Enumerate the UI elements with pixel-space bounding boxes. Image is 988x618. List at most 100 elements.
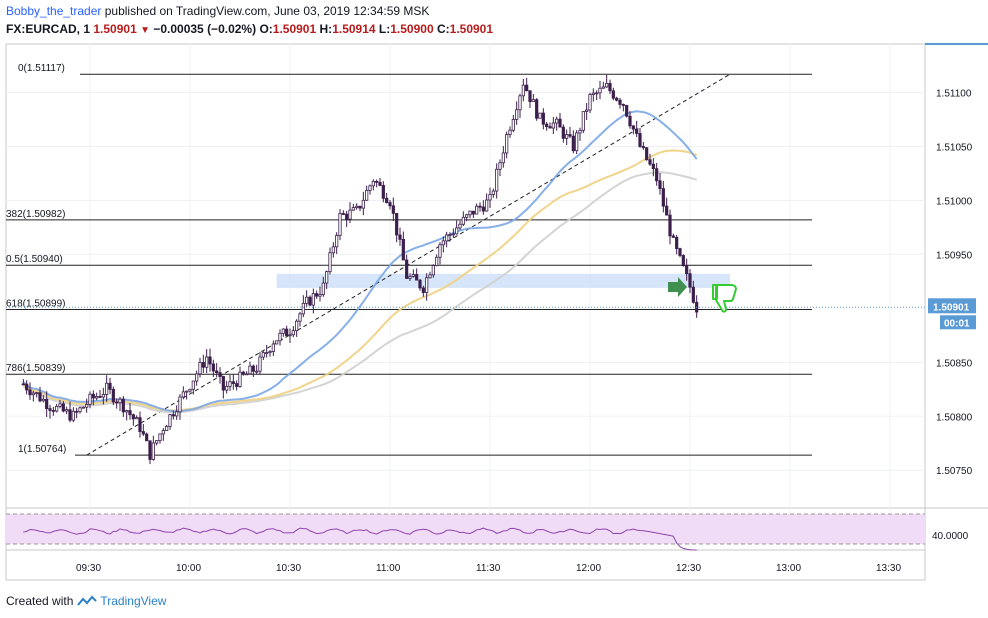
candle bbox=[75, 407, 79, 419]
candle-body bbox=[341, 213, 345, 215]
candle-body bbox=[415, 274, 419, 281]
candle-body bbox=[165, 425, 169, 431]
candle-body bbox=[665, 205, 669, 216]
price-change: −0.00035 (−0.02%) bbox=[153, 22, 257, 36]
candle bbox=[208, 348, 212, 372]
candle-body bbox=[611, 90, 615, 99]
candle-body bbox=[251, 365, 255, 372]
author-link[interactable]: Bobby_the_trader bbox=[6, 4, 102, 18]
candle bbox=[398, 227, 402, 246]
candle-body bbox=[285, 328, 289, 337]
candle bbox=[98, 390, 102, 399]
candle bbox=[35, 391, 39, 398]
candle-body bbox=[81, 406, 85, 409]
candle bbox=[581, 111, 585, 134]
trendline bbox=[86, 73, 731, 456]
candle-body bbox=[378, 181, 382, 186]
candle-body bbox=[531, 99, 535, 103]
rsi-level-label: 40.0000 bbox=[932, 531, 969, 542]
candle-body bbox=[188, 388, 192, 392]
time-tick-label: 10:30 bbox=[276, 563, 301, 574]
grid bbox=[6, 44, 925, 550]
candle bbox=[48, 404, 52, 419]
candle-body bbox=[615, 97, 619, 101]
candle-body bbox=[338, 213, 342, 236]
candle-body bbox=[601, 86, 605, 89]
candle bbox=[555, 116, 559, 131]
candle-body bbox=[645, 147, 649, 161]
candle-body bbox=[625, 105, 629, 117]
candle bbox=[608, 79, 612, 95]
candle-body bbox=[175, 411, 179, 417]
candle bbox=[511, 114, 515, 133]
candle-body bbox=[288, 334, 292, 337]
candle bbox=[355, 203, 359, 210]
candle-body bbox=[115, 401, 119, 404]
down-triangle-icon: ▼ bbox=[140, 25, 150, 36]
fib-label: 382(1.50982) bbox=[6, 209, 66, 220]
candle-body bbox=[248, 365, 252, 375]
candle bbox=[481, 200, 485, 215]
candle bbox=[641, 141, 645, 150]
candle bbox=[468, 210, 472, 219]
candle-body bbox=[685, 265, 689, 275]
candle bbox=[71, 407, 75, 423]
candle-body bbox=[45, 398, 49, 410]
candle-body bbox=[425, 277, 429, 293]
candle bbox=[215, 363, 219, 378]
candle-body bbox=[195, 373, 199, 382]
candle bbox=[358, 205, 362, 212]
candle bbox=[391, 197, 395, 221]
candle bbox=[421, 285, 425, 297]
candle-body bbox=[191, 380, 195, 390]
candle-body bbox=[441, 240, 445, 246]
candle-body bbox=[185, 390, 189, 393]
time-tick-label: 11:30 bbox=[476, 563, 501, 574]
price-tick-label: 1.51050 bbox=[936, 143, 973, 154]
candle-body bbox=[301, 302, 305, 315]
candle bbox=[448, 232, 452, 242]
candle bbox=[111, 386, 115, 406]
candle bbox=[298, 311, 302, 327]
candle bbox=[315, 290, 319, 299]
candle bbox=[95, 392, 99, 401]
candle bbox=[518, 93, 522, 118]
candle bbox=[28, 382, 32, 400]
candle-body bbox=[215, 370, 219, 374]
candle bbox=[188, 388, 192, 393]
candle-body bbox=[125, 410, 129, 413]
candle-body bbox=[208, 356, 212, 365]
candle bbox=[455, 220, 459, 235]
candle-body bbox=[498, 162, 502, 170]
candle bbox=[695, 295, 699, 318]
tradingview-brand-link[interactable]: TradingView bbox=[100, 594, 167, 608]
candle-body bbox=[558, 118, 562, 128]
candle-body bbox=[51, 409, 55, 412]
candle-body bbox=[358, 205, 362, 209]
candle-body bbox=[491, 190, 495, 195]
candle bbox=[618, 97, 622, 109]
candle bbox=[351, 203, 355, 211]
candle bbox=[385, 192, 389, 204]
sma-gold-line bbox=[22, 149, 698, 412]
candle-body bbox=[88, 393, 92, 405]
candle-body bbox=[98, 396, 102, 398]
candle bbox=[458, 220, 462, 230]
candle-body bbox=[211, 363, 215, 372]
candle-body bbox=[561, 126, 565, 139]
candle bbox=[578, 127, 582, 141]
candle-body bbox=[578, 129, 582, 134]
candle-body bbox=[671, 235, 675, 238]
candle bbox=[568, 126, 572, 139]
candle bbox=[345, 210, 349, 228]
rsi-band bbox=[6, 514, 925, 544]
candle bbox=[451, 228, 455, 239]
low-label: L: bbox=[378, 22, 391, 36]
candle bbox=[628, 111, 632, 129]
candle-body bbox=[205, 356, 209, 368]
candle bbox=[401, 231, 405, 261]
candle-body bbox=[548, 126, 552, 129]
sma-gray-line bbox=[22, 171, 697, 414]
candle bbox=[621, 103, 625, 112]
